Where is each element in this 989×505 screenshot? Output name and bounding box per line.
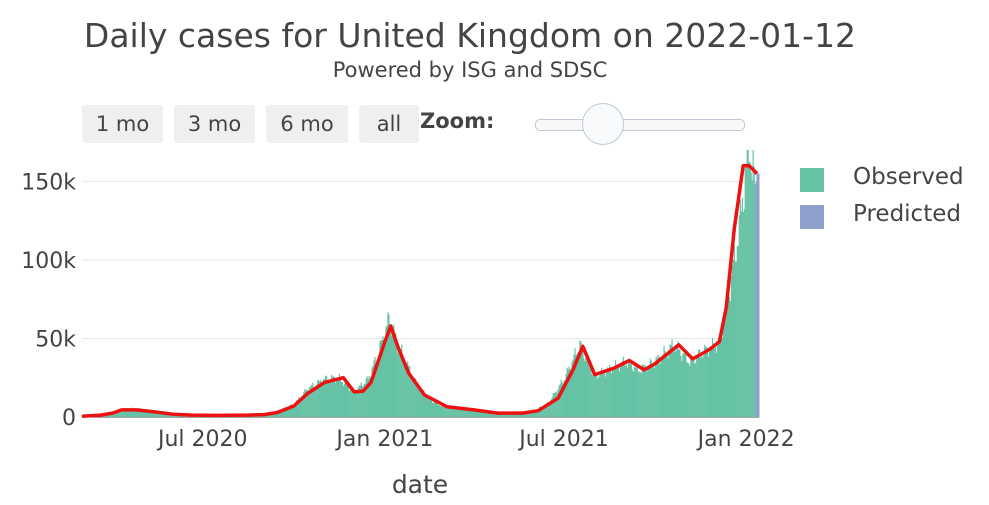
observed-bars [82,150,756,417]
y-tick-label: 100k [21,249,76,274]
x-tick-label: Jul 2021 [517,427,609,452]
y-tick-label: 0 [62,406,76,431]
y-axis-ticks: 0 50k 100k 150k [21,170,76,431]
legend-swatch-observed [800,168,824,192]
y-tick-label: 50k [35,327,76,352]
legend-swatch-predicted [800,205,824,229]
y-tick-label: 150k [21,170,76,195]
x-tick-label: Jan 2022 [696,427,795,452]
x-axis-label: date [392,470,448,499]
x-tick-label: Jan 2021 [334,427,433,452]
x-axis-ticks: Jul 2020 Jan 2021 Jul 2021 Jan 2022 [156,427,795,452]
predicted-bars [756,174,760,417]
legend-label-observed: Observed [853,164,964,190]
predicted-bar [757,174,760,417]
legend-label-predicted: Predicted [853,201,961,227]
x-tick-label: Jul 2020 [156,427,248,452]
